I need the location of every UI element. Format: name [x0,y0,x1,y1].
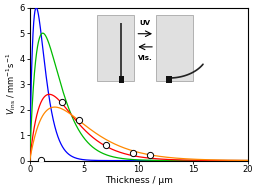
FancyBboxPatch shape [156,15,193,81]
Text: Vis.: Vis. [138,54,153,60]
FancyBboxPatch shape [97,15,134,81]
Y-axis label: $V_{\rm ins}$ / mm$^{-1}$s$^{-1}$: $V_{\rm ins}$ / mm$^{-1}$s$^{-1}$ [4,53,18,115]
FancyBboxPatch shape [119,77,124,83]
FancyBboxPatch shape [167,77,172,83]
X-axis label: Thickness / μm: Thickness / μm [105,176,172,185]
Text: UV: UV [140,20,151,26]
